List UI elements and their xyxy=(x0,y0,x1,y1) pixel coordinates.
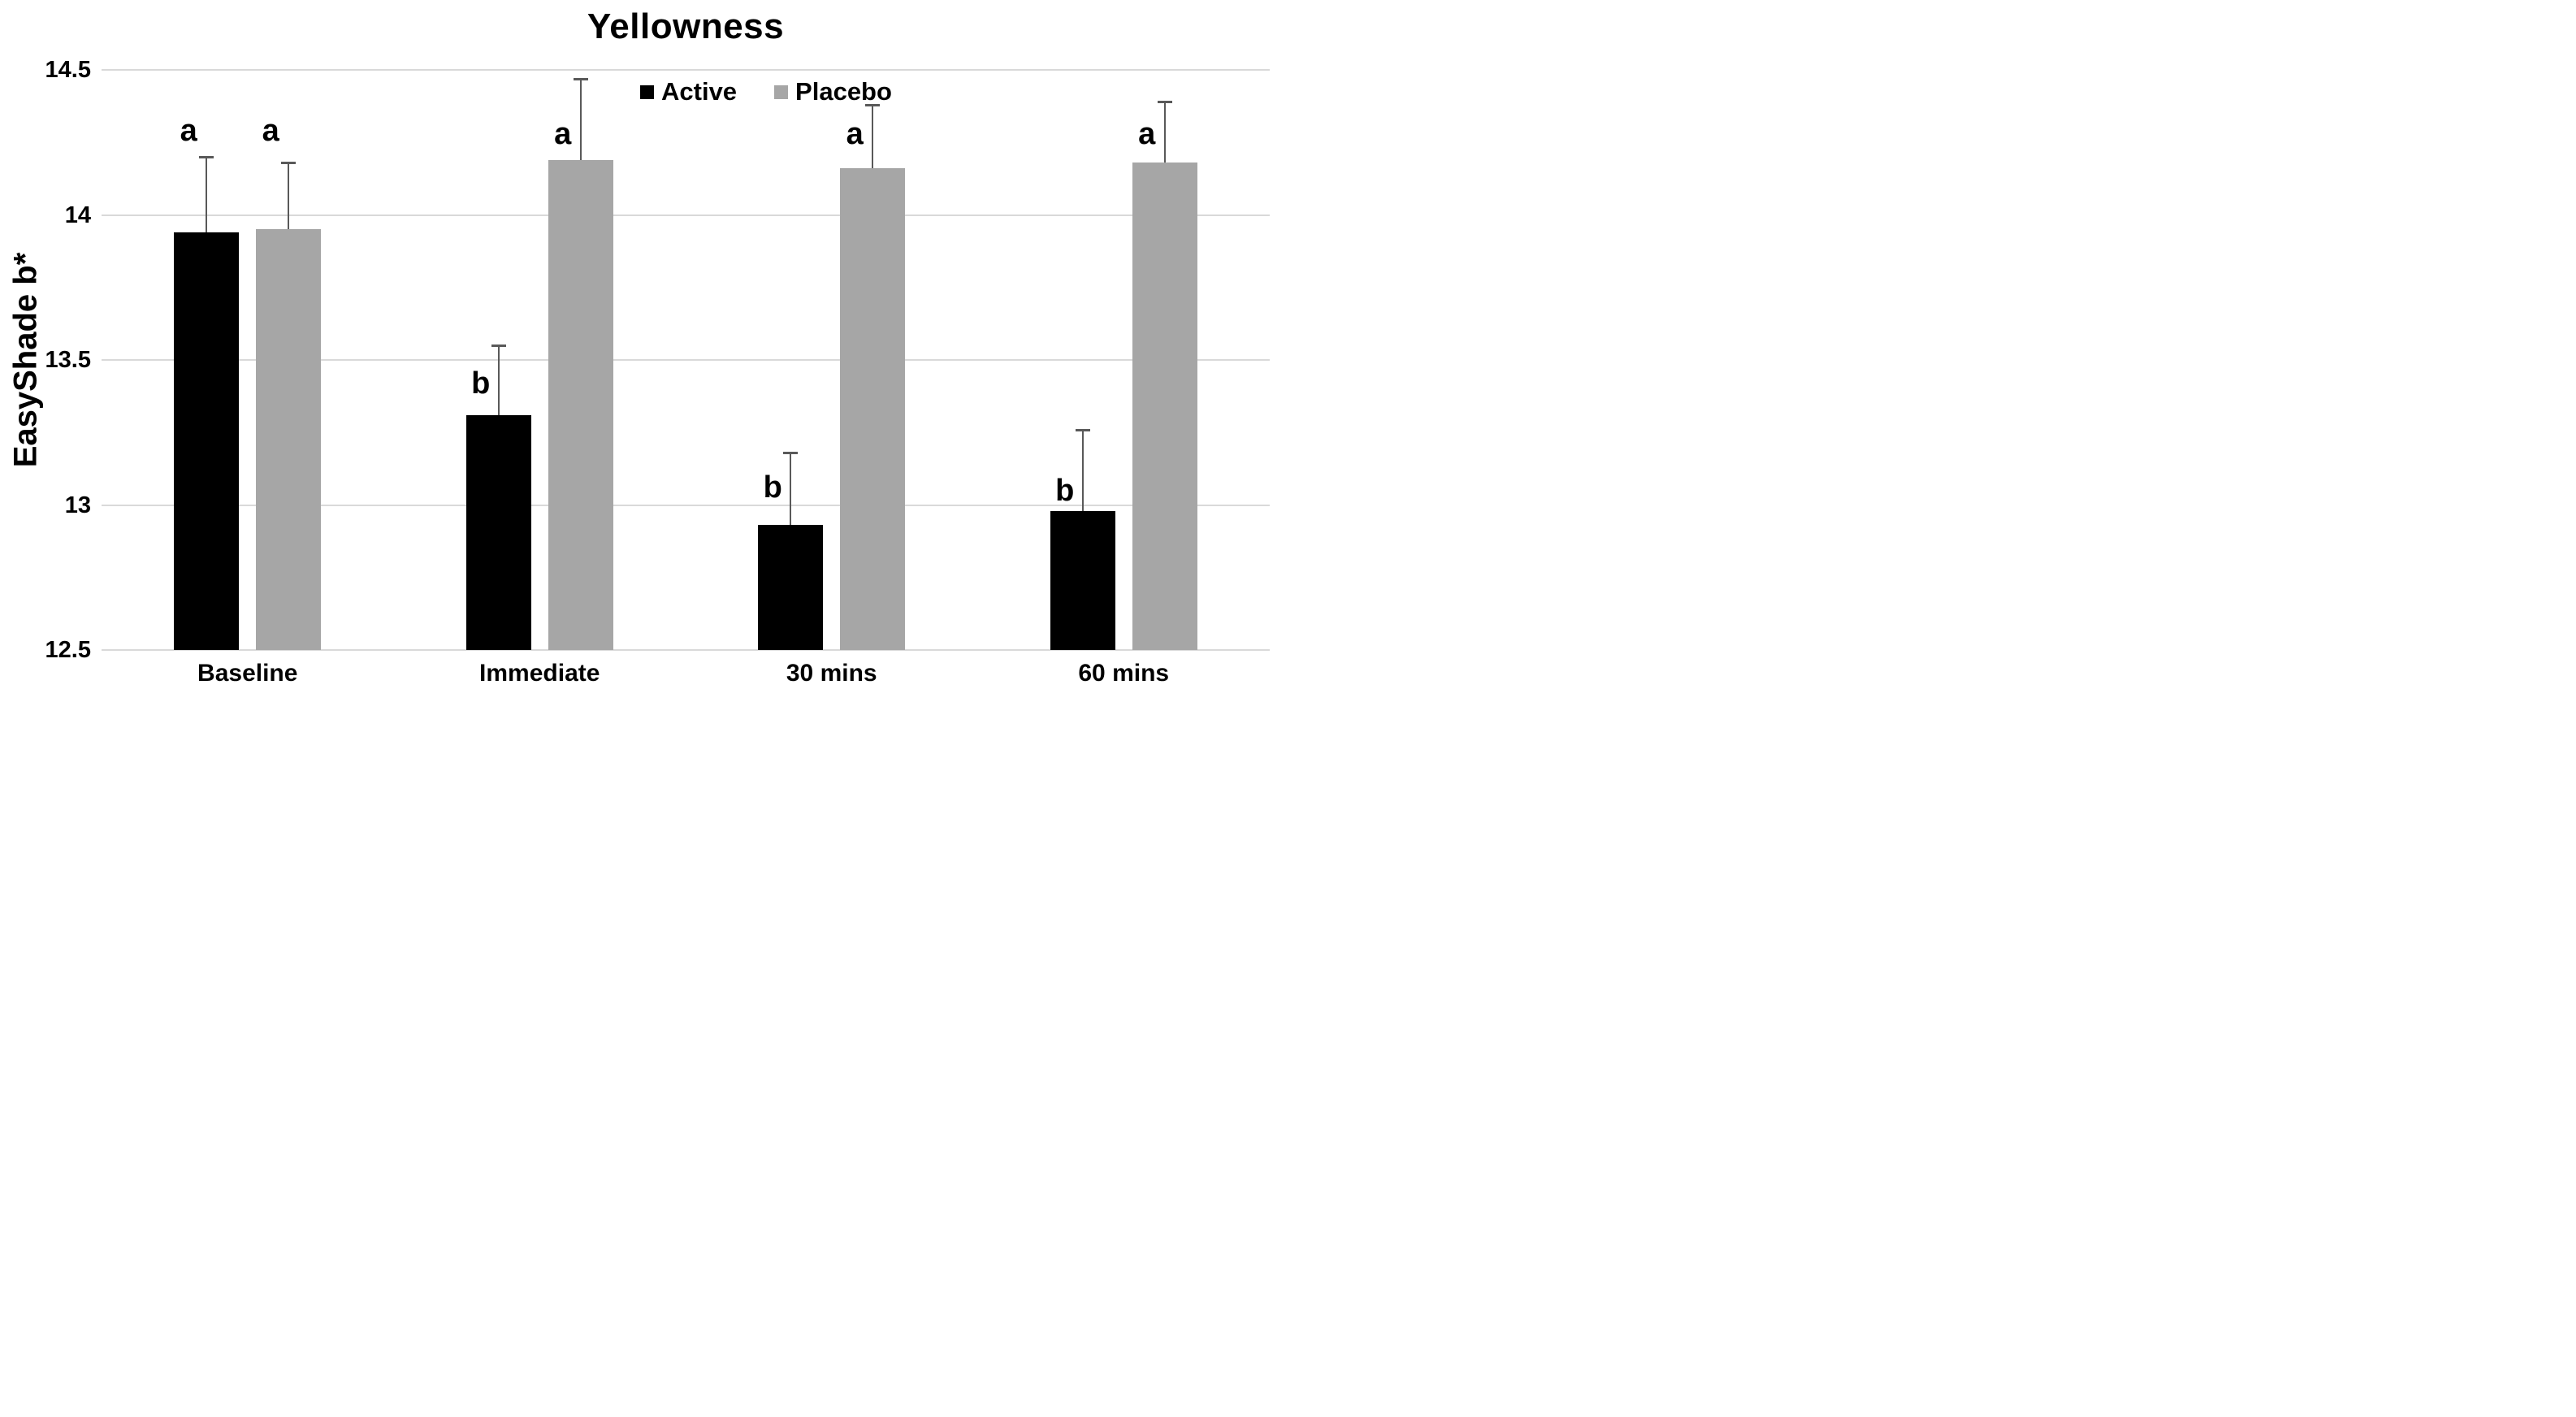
y-tick-label: 14.5 xyxy=(45,57,91,83)
gridline xyxy=(102,359,1270,361)
error-bar-cap xyxy=(491,344,506,348)
gridline xyxy=(102,69,1270,71)
sig-letter: a xyxy=(846,116,864,151)
bar-placebo-2 xyxy=(840,168,906,650)
error-bar-cap xyxy=(865,103,881,106)
legend-label-placebo: Placebo xyxy=(795,77,892,106)
bar-placebo-0 xyxy=(256,229,322,650)
legend: Active Placebo xyxy=(640,78,892,106)
sig-letter: a xyxy=(180,113,197,148)
bar-placebo-3 xyxy=(1132,162,1197,650)
error-bar-cap xyxy=(783,452,799,455)
y-tick-label: 12.5 xyxy=(45,637,91,663)
bar-active-3 xyxy=(1050,510,1115,650)
sig-letter: a xyxy=(554,116,572,151)
bar-placebo-1 xyxy=(548,159,613,650)
y-tick-label: 13.5 xyxy=(45,347,91,373)
bar-active-1 xyxy=(465,414,531,650)
error-bar xyxy=(1163,102,1166,163)
error-bar-cap xyxy=(1157,101,1172,104)
error-bar-cap xyxy=(199,156,214,159)
active-series-swatch-icon xyxy=(640,84,654,99)
error-bar xyxy=(288,162,290,230)
error-bar xyxy=(497,345,500,415)
sig-letter: a xyxy=(262,113,279,148)
chart: Yellowness EasyShade b* Active Placebo 1… xyxy=(0,0,1288,708)
error-bar-cap xyxy=(281,162,297,165)
error-bar-cap xyxy=(573,77,588,80)
sig-letter: b xyxy=(1055,473,1075,508)
error-bar xyxy=(1081,429,1084,511)
x-tick-label: 60 mins xyxy=(1078,660,1170,687)
chart-title: Yellowness xyxy=(587,6,785,46)
y-tick-label: 13 xyxy=(64,492,91,518)
gridline xyxy=(102,649,1270,651)
legend-label-active: Active xyxy=(661,77,738,106)
sig-letter: b xyxy=(471,366,491,401)
error-bar-cap xyxy=(1075,428,1090,431)
bar-active-2 xyxy=(758,525,824,650)
legend-item-active: Active xyxy=(640,78,737,106)
sig-letter: a xyxy=(1138,116,1156,151)
error-bar xyxy=(579,78,582,160)
x-tick-label: Baseline xyxy=(197,660,298,687)
gridline xyxy=(102,504,1270,506)
error-bar xyxy=(790,453,792,526)
error-bar xyxy=(872,104,874,169)
legend-item-placebo: Placebo xyxy=(774,78,892,106)
gridline xyxy=(102,214,1270,216)
y-tick-label: 14 xyxy=(64,202,91,228)
placebo-series-swatch-icon xyxy=(774,84,789,99)
sig-letter: b xyxy=(763,470,782,505)
x-tick-label: 30 mins xyxy=(786,660,877,687)
error-bar xyxy=(206,157,208,232)
x-tick-label: Immediate xyxy=(479,660,600,687)
bar-active-0 xyxy=(174,232,240,650)
